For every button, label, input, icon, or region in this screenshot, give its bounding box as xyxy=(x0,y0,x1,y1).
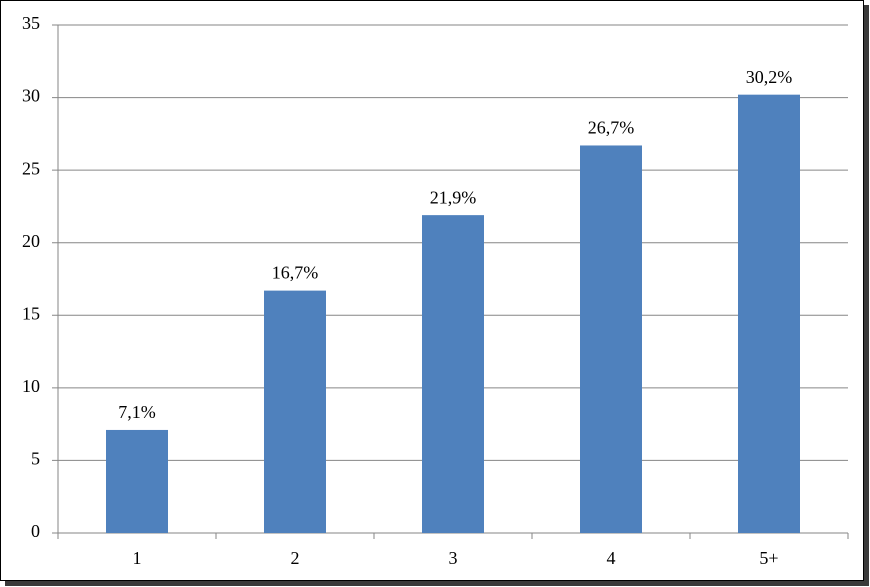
data-label: 26,7% xyxy=(588,118,635,138)
x-tick-label: 5+ xyxy=(759,548,778,568)
y-tick-label: 35 xyxy=(22,13,40,33)
y-tick-label: 15 xyxy=(22,303,40,323)
bar xyxy=(738,94,800,533)
y-tick-label: 20 xyxy=(22,231,40,251)
data-label: 30,2% xyxy=(746,67,793,87)
x-tick-label: 2 xyxy=(291,548,300,568)
x-tick-label: 3 xyxy=(449,548,458,568)
y-tick-label: 5 xyxy=(31,449,40,469)
bar xyxy=(264,290,326,533)
y-tick-label: 0 xyxy=(31,521,40,541)
bar xyxy=(422,215,484,533)
y-tick-label: 10 xyxy=(22,376,40,396)
x-tick-label: 4 xyxy=(607,548,616,568)
data-label: 7,1% xyxy=(118,402,156,422)
bar xyxy=(106,429,168,533)
y-tick-label: 25 xyxy=(22,158,40,178)
y-tick-label: 30 xyxy=(22,86,40,106)
bar xyxy=(580,145,642,533)
x-tick-label: 1 xyxy=(133,548,142,568)
data-label: 16,7% xyxy=(272,263,319,283)
data-label: 21,9% xyxy=(430,187,477,207)
